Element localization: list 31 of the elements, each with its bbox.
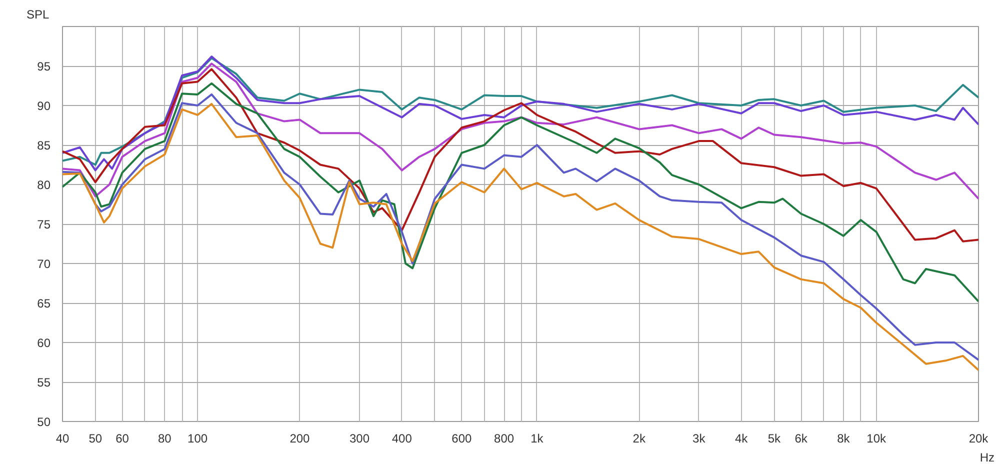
y-tick-label: 80 (37, 178, 51, 192)
x-tick-label: 80 (158, 432, 172, 446)
y-tick-label: 85 (37, 138, 51, 152)
y-tick-label: 50 (37, 415, 51, 429)
x-tick-label: 800 (494, 432, 514, 446)
x-tick-label: 200 (290, 432, 310, 446)
x-tick-label: 3k (692, 432, 706, 446)
x-tick-label: 4k (734, 432, 749, 446)
x-tick-label: 20k (968, 432, 990, 446)
y-tick-label: 75 (37, 218, 51, 232)
x-tick-label: 300 (349, 432, 370, 446)
y-tick-label: 55 (37, 376, 51, 390)
x-tick-label: 2k (632, 432, 646, 446)
x-tick-label: 10k (866, 432, 888, 446)
x-tick-label: 100 (188, 432, 208, 446)
y-tick-label: 95 (37, 60, 51, 74)
y-tick-label: 60 (37, 336, 51, 350)
y-tick-label: 70 (37, 257, 51, 271)
x-axis-title: Hz (980, 450, 995, 464)
x-tick-label: 60 (116, 432, 130, 446)
y-tick-label: 65 (37, 296, 51, 310)
x-tick-label: 600 (452, 432, 472, 446)
x-tick-label: 5k (768, 432, 782, 446)
x-tick-label: 8k (837, 432, 851, 446)
y-tick-label: 90 (37, 99, 51, 113)
x-tick-label: 1k (530, 432, 544, 446)
x-tick-label: 40 (56, 432, 70, 446)
x-tick-label: 50 (88, 432, 102, 446)
y-axis-title: SPL (26, 8, 50, 22)
x-tick-label: 6k (794, 432, 808, 446)
x-tick-label: 400 (392, 432, 412, 446)
